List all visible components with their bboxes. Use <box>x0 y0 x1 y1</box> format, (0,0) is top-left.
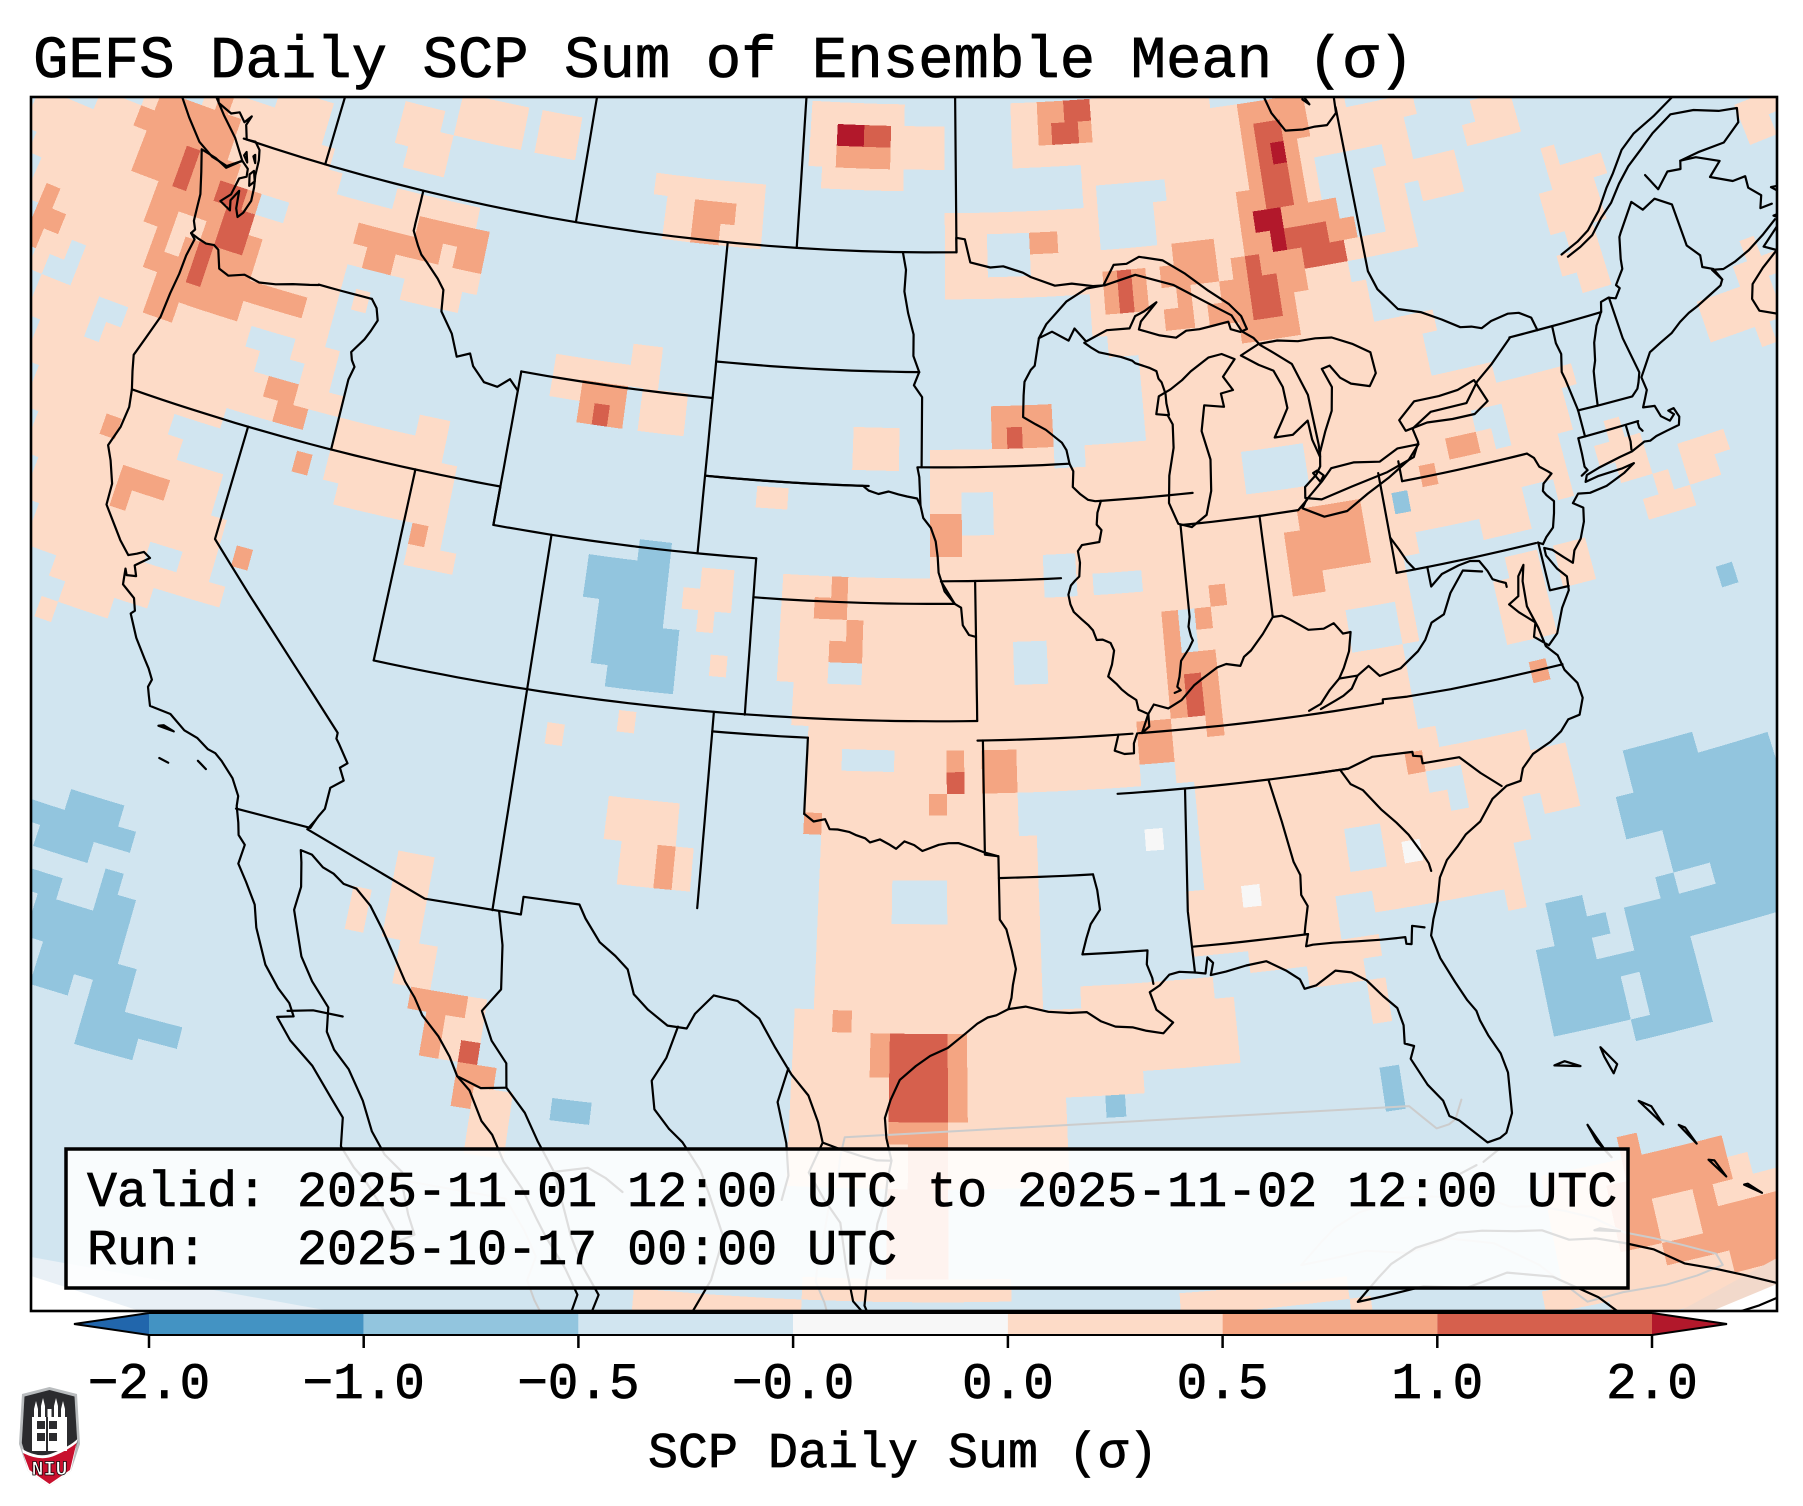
svg-text:0.0: 0.0 <box>962 1357 1054 1414</box>
svg-text:−0.0: −0.0 <box>732 1357 854 1414</box>
svg-text:Valid: 2025-11-01 12:00 UTC to: Valid: 2025-11-01 12:00 UTC to 2025-11-0… <box>87 1165 1617 1222</box>
svg-text:2.0: 2.0 <box>1606 1357 1698 1414</box>
svg-text:0.5: 0.5 <box>1177 1357 1269 1414</box>
svg-text:1.0: 1.0 <box>1391 1357 1483 1414</box>
svg-text:−2.0: −2.0 <box>88 1357 210 1414</box>
svg-text:GEFS Daily SCP Sum of Ensemble: GEFS Daily SCP Sum of Ensemble Mean (σ) <box>33 28 1414 95</box>
svg-text:−0.5: −0.5 <box>517 1357 639 1414</box>
svg-text:Run: 2025-10-17 00:00 UTC: Run: 2025-10-17 00:00 UTC <box>87 1223 897 1280</box>
svg-text:SCP Daily Sum (σ): SCP Daily Sum (σ) <box>648 1426 1158 1483</box>
svg-text:−1.0: −1.0 <box>302 1357 424 1414</box>
svg-text:NIU: NIU <box>31 1459 67 1482</box>
